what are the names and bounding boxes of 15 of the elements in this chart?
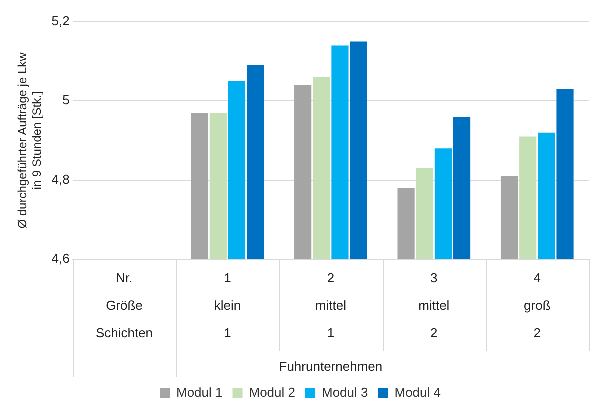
x-tick-label: 3 mittel 2 [418, 270, 450, 340]
y-tick-label: 4,8 [52, 172, 70, 187]
x-axis-title: Fuhrunternehmen [279, 358, 383, 374]
legend-label: Modul 2 [249, 385, 296, 400]
legend-label: Modul 3 [322, 385, 368, 400]
x-tick-label: 1 klein 1 [214, 270, 242, 340]
y-axis-title: Ø durchgeführter Aufträge je Lkw in 9 Stunden [Stk.] [16, 52, 44, 229]
y-tick-label: 5,2 [52, 14, 70, 29]
legend-label: Modul 1 [176, 385, 223, 400]
legend-label: Modul 4 [394, 385, 441, 400]
x-tick-label: 2 mittel 1 [315, 270, 347, 340]
x-tick-label: Nr. Größe Schichten [96, 270, 154, 340]
y-tick-label: 5 [62, 92, 70, 108]
x-tick-label: 4 groß 2 [524, 270, 551, 340]
y-tick-label: 4,6 [52, 251, 70, 266]
